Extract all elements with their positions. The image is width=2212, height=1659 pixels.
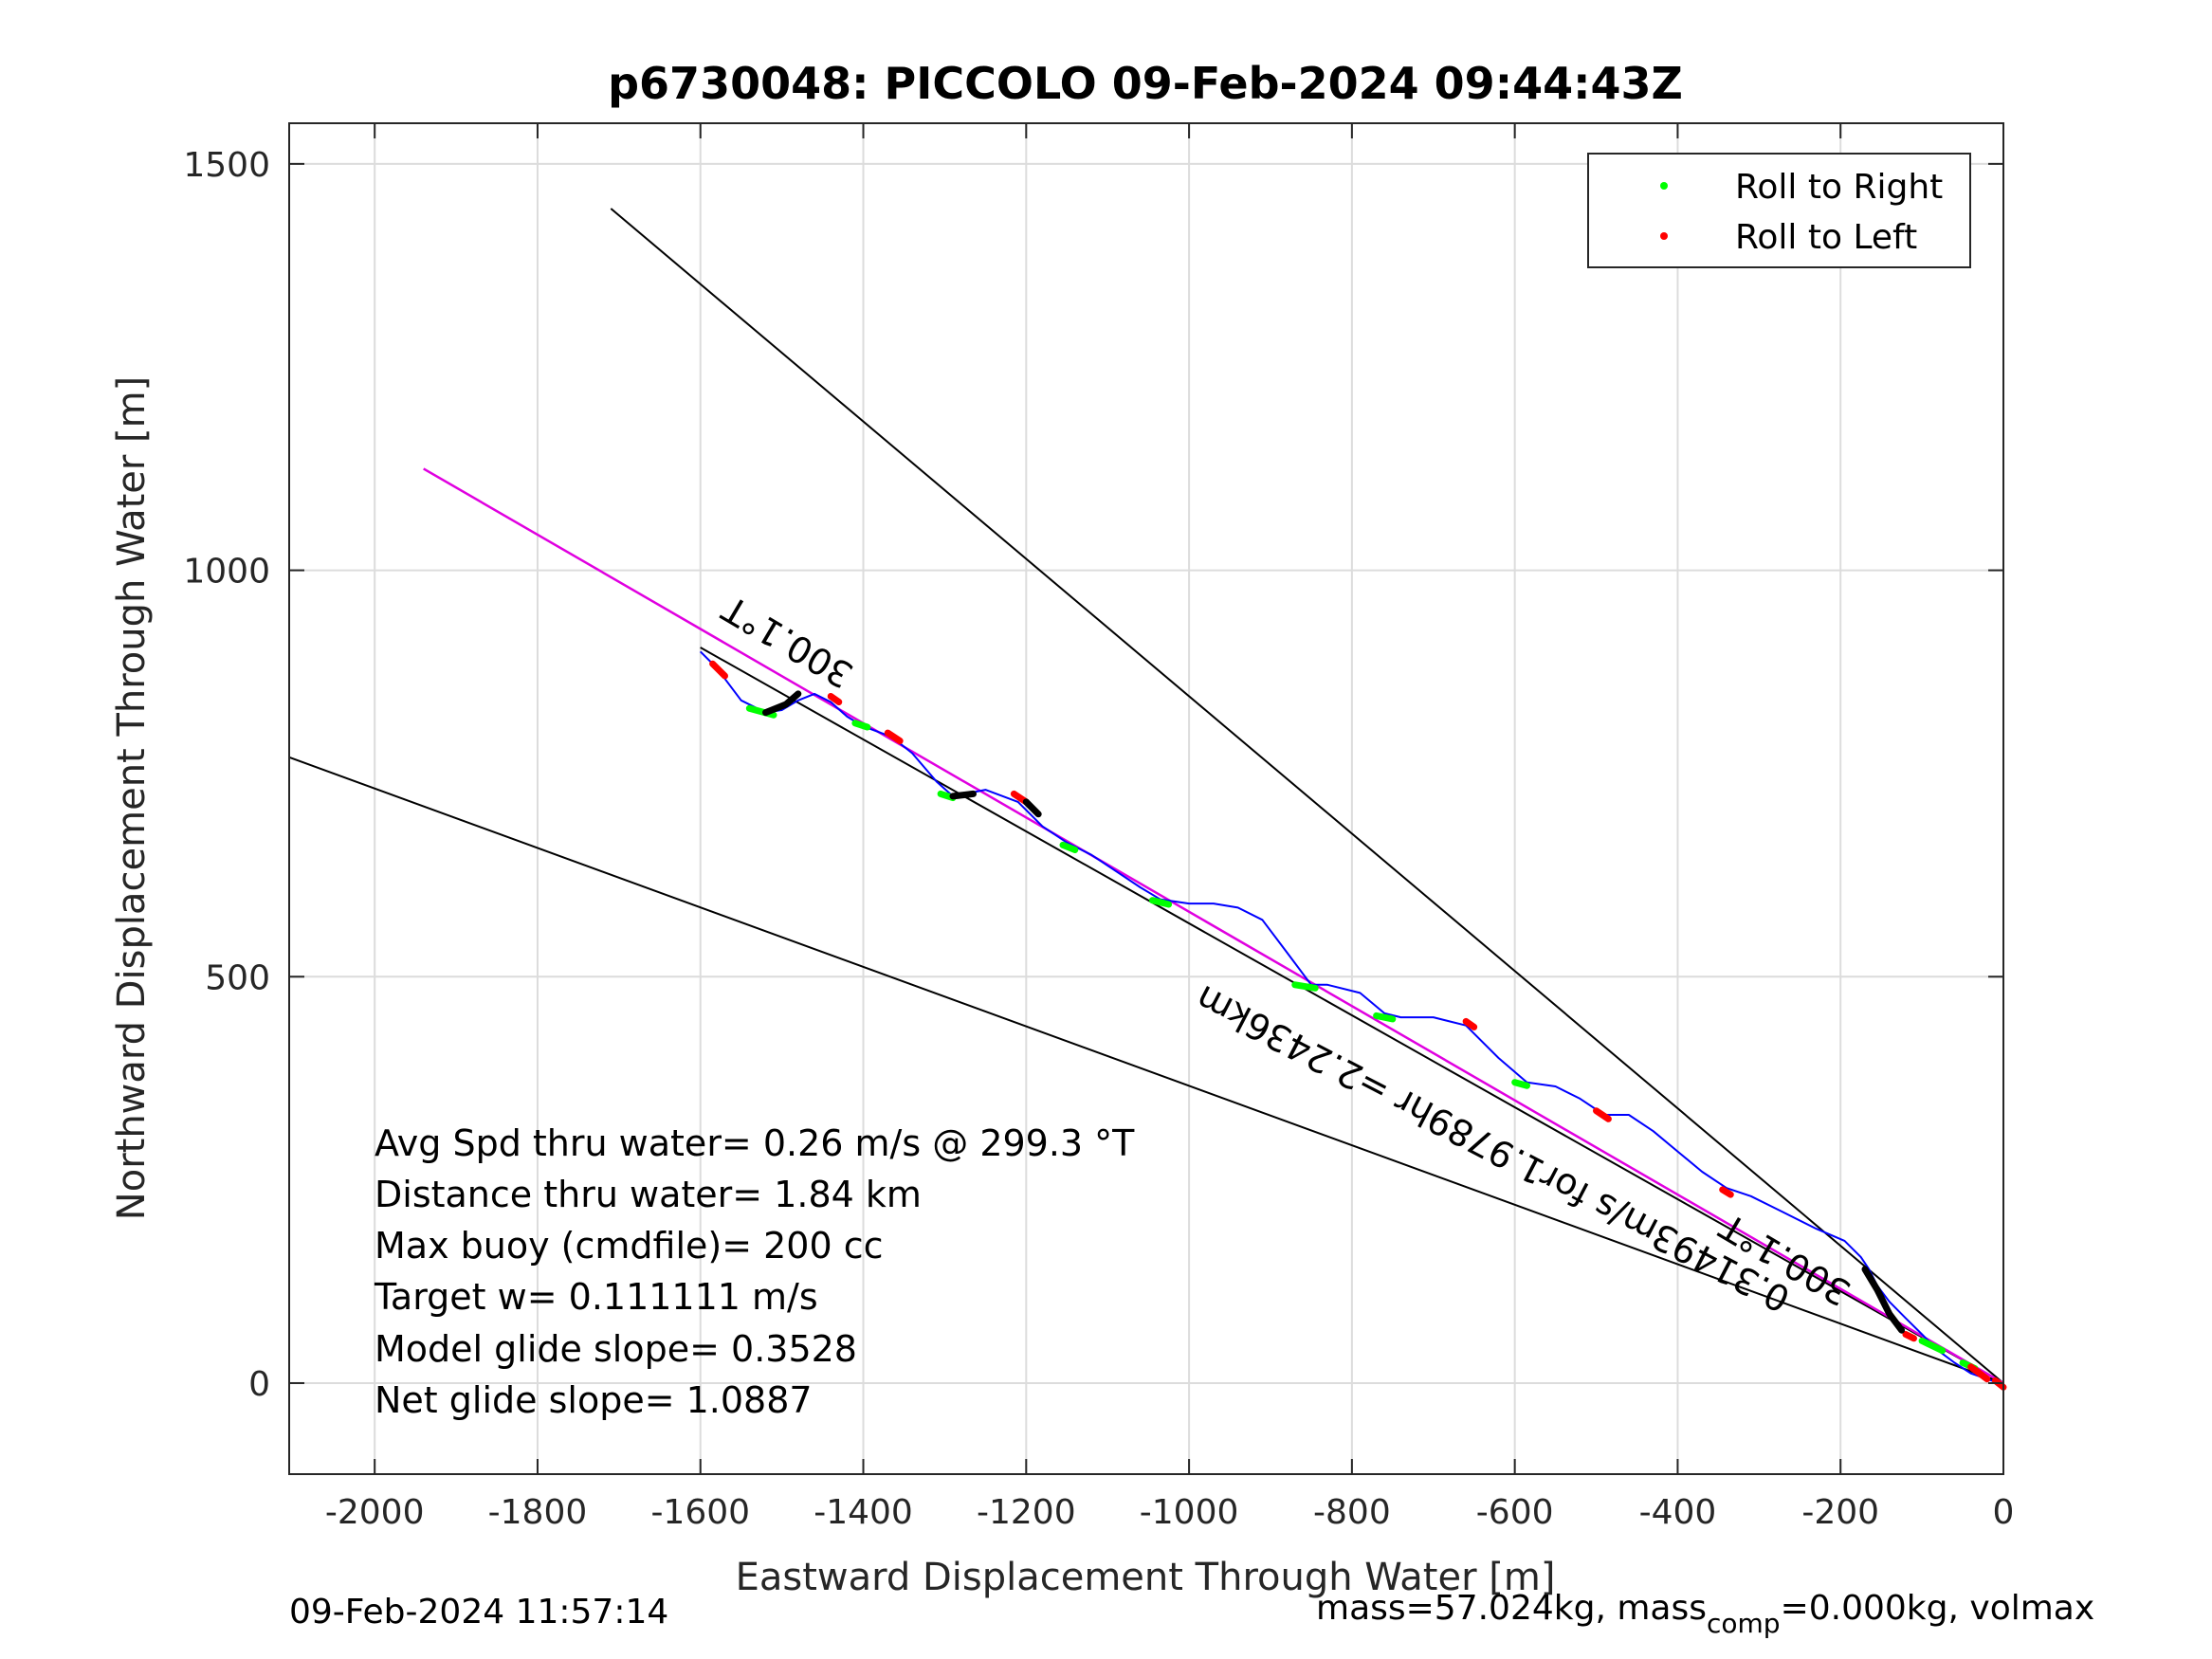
footer-mass-sub: comp	[1707, 1608, 1781, 1639]
reference-line	[700, 647, 2004, 1384]
roll-left-segment	[1719, 1186, 1734, 1198]
plot-background	[289, 123, 2003, 1474]
chart-title: p6730048: PICCOLO 09-Feb-2024 09:44:43Z	[608, 58, 1683, 109]
info-line: Net glide slope= 1.0887	[375, 1379, 813, 1421]
info-line: Distance thru water= 1.84 km	[375, 1174, 922, 1215]
roll-left-segment	[709, 660, 728, 680]
plot-frame	[288, 122, 2004, 1475]
net-track-line	[423, 467, 2004, 1385]
track-black-segment	[1861, 1266, 1906, 1334]
roll-right-segment	[1291, 981, 1319, 992]
y-tick-label: 1000	[183, 553, 270, 592]
roll-right-segment	[1511, 1079, 1530, 1089]
footer-mass-text: mass=57.024kg, mass	[1316, 1589, 1707, 1628]
roll-right-segment	[1148, 897, 1173, 908]
reference-line	[288, 756, 2004, 1384]
roll-left-segment	[1593, 1107, 1612, 1122]
legend-label-roll-right: Roll to Right	[1735, 168, 1943, 207]
track-black-segment	[762, 690, 802, 717]
footer-mass: mass=57.024kg, masscomp=0.000kg, volmax	[1316, 1589, 2094, 1639]
reference-lines	[288, 208, 2004, 1384]
y-tick-label: 1500	[183, 146, 270, 185]
x-tick-label: -400	[1639, 1493, 1717, 1532]
info-text-block: Avg Spd thru water= 0.26 m/s @ 299.3 °T …	[374, 1122, 1135, 1421]
axis-ticks: -2000 -1800 -1600 -1400 -1200 -1000 -800 -600 -4…	[183, 123, 2014, 1532]
x-tick-label: -200	[1801, 1493, 1879, 1532]
legend-label-roll-left: Roll to Left	[1735, 218, 1917, 257]
info-line: Target w= 0.111111 m/s	[374, 1276, 818, 1318]
net-track	[423, 467, 2004, 1385]
x-tick-label: -600	[1476, 1493, 1554, 1532]
x-tick-label: -1400	[814, 1493, 913, 1532]
legend: Roll to Right Roll to Left	[1587, 153, 1971, 268]
legend-box	[1587, 153, 1971, 268]
x-tick-label: -1600	[650, 1493, 750, 1532]
x-tick-label: -800	[1313, 1493, 1391, 1532]
x-tick-label: -1800	[488, 1493, 588, 1532]
y-tick-label: 0	[248, 1365, 270, 1404]
x-tick-label: -1200	[977, 1493, 1076, 1532]
roll-right-segment	[851, 720, 871, 731]
info-line: Model glide slope= 0.3528	[375, 1328, 857, 1370]
y-tick-label: 500	[205, 958, 270, 997]
x-axis-label: Eastward Displacement Through Water [m]	[736, 1556, 1556, 1599]
legend-marker-roll-right	[1660, 182, 1668, 190]
info-line: Avg Spd thru water= 0.26 m/s @ 299.3 °T	[375, 1122, 1135, 1164]
roll-left-segment	[1902, 1331, 1917, 1342]
reference-line	[610, 208, 2004, 1384]
x-tick-label: 0	[1993, 1493, 2015, 1532]
track-black-segment	[949, 790, 977, 800]
roll-right-segment	[1918, 1337, 1947, 1355]
footer-mass-rest: =0.000kg, volmax	[1781, 1589, 2095, 1628]
x-tick-label: -1000	[1140, 1493, 1239, 1532]
track-black-segment	[1022, 798, 1042, 818]
roll-left-segment	[884, 729, 904, 745]
roll-segments	[709, 660, 2007, 1391]
info-line: Max buoy (cmdfile)= 200 cc	[375, 1225, 884, 1267]
roll-right-segment	[1059, 841, 1079, 853]
roll-left-segment	[1462, 1017, 1478, 1030]
footer-timestamp: 09-Feb-2024 11:57:14	[289, 1593, 668, 1632]
legend-marker-roll-left	[1660, 232, 1668, 240]
y-axis-label: Northward Displacement Through Water [m]	[110, 376, 154, 1220]
roll-right-segment	[1373, 1012, 1397, 1023]
roll-left-segment	[827, 693, 843, 705]
roll-left-segment	[1967, 1363, 1991, 1383]
x-tick-label: -2000	[325, 1493, 425, 1532]
